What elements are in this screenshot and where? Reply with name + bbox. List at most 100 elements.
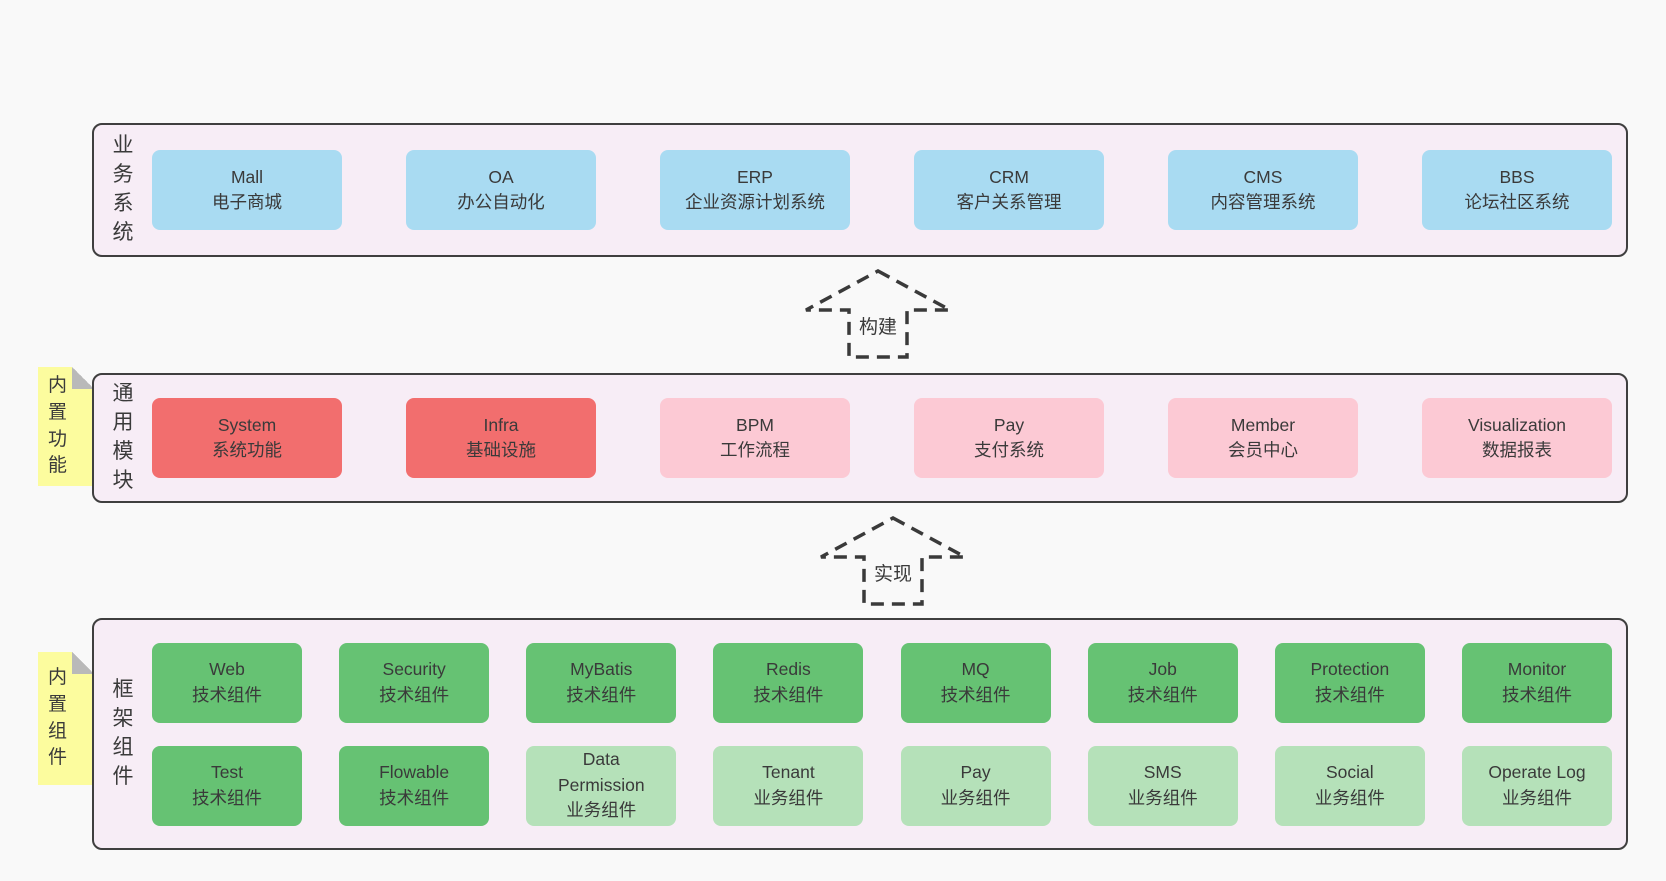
box-desc: 业务组件 xyxy=(940,787,1011,808)
box-name: Monitor xyxy=(1507,659,1567,680)
box-infra: Infra 基础设施 xyxy=(406,398,596,478)
box-name: MQ xyxy=(961,659,990,680)
layer-rows: Web 技术组件 Security 技术组件 MyBatis 技术组件 Redis 技术组件 M… xyxy=(152,620,1626,848)
box-security: Security 技术组件 xyxy=(339,642,490,723)
box-desc: 办公自动化 xyxy=(457,192,545,212)
box-desc: 业务组件 xyxy=(753,787,824,808)
box-desc: 业务组件 xyxy=(1127,787,1198,808)
box-desc: 技术组件 xyxy=(192,787,262,808)
box-desc: 企业资源计划系统 xyxy=(685,192,825,212)
layer-rows: Mall 电子商城 OA 办公自动化 ERP 企业资源计划系统 CRM 客户关系管理 CMS 内容… xyxy=(152,125,1626,255)
box-redis: Redis 技术组件 xyxy=(713,642,864,723)
box-desc: 技术组件 xyxy=(1314,684,1385,705)
box-name: ERP xyxy=(737,166,773,187)
box-name: Operate Log xyxy=(1488,762,1586,783)
layer-label-container: 框架组件 xyxy=(94,620,152,848)
box-job: Job 技术组件 xyxy=(1087,642,1238,723)
box-desc: 客户关系管理 xyxy=(956,192,1062,212)
arrow-label: 构建 xyxy=(855,312,901,339)
sticky-note-label: 内置组件 xyxy=(47,666,67,769)
box-name: Test xyxy=(210,762,244,783)
box-name: Infra xyxy=(483,414,519,435)
box-desc: 内容管理系统 xyxy=(1210,192,1316,212)
box-name: Tenant xyxy=(762,762,815,783)
box-row: Mall 电子商城 OA 办公自动化 ERP 企业资源计划系统 CRM 客户关系管理 CMS 内容… xyxy=(152,150,1612,230)
layer-label: 通用模块 xyxy=(112,382,134,492)
box-monitor: Monitor 技术组件 xyxy=(1461,642,1612,723)
layer-common-modules: 通用模块 System 系统功能 Infra 基础设施 BPM 工作流程 Pay 支付系统 Me… xyxy=(92,373,1628,503)
box-name: OA xyxy=(488,166,514,187)
box-social: Social 业务组件 xyxy=(1274,745,1425,826)
box-mq: MQ 技术组件 xyxy=(900,642,1051,723)
box-protection: Protection 技术组件 xyxy=(1274,642,1425,723)
box-name: Pay xyxy=(993,414,1025,435)
box-tenant: Tenant 业务组件 xyxy=(713,745,864,826)
box-name: CMS xyxy=(1243,166,1283,187)
box-name: BBS xyxy=(1499,166,1535,187)
box-desc: 技术组件 xyxy=(379,787,450,808)
box-cms: CMS 内容管理系统 xyxy=(1168,150,1358,230)
folded-corner-icon xyxy=(72,367,94,389)
box-name: Redis xyxy=(766,659,811,680)
sticky-note-label: 内置功能 xyxy=(47,374,67,477)
box-desc: 业务组件 xyxy=(1314,787,1385,808)
box-name: Pay xyxy=(960,762,991,783)
box-row: Test 技术组件 Flowable 技术组件 Data Permission 业务组件 T… xyxy=(152,745,1612,826)
box-desc: 会员中心 xyxy=(1228,440,1298,460)
sticky-note-builtin-features: 内置功能 xyxy=(38,367,94,486)
box-desc: 工作流程 xyxy=(720,440,790,460)
box-crm: CRM 客户关系管理 xyxy=(914,150,1104,230)
box-sms: SMS 业务组件 xyxy=(1087,745,1238,826)
box-name: Web xyxy=(209,659,245,680)
dashed-up-arrow-icon xyxy=(820,516,966,606)
layer-label-container: 业务系统 xyxy=(94,125,152,255)
box-pay: Pay 支付系统 xyxy=(914,398,1104,478)
layer-rows: System 系统功能 Infra 基础设施 BPM 工作流程 Pay 支付系统 Member 会… xyxy=(152,375,1626,501)
box-name: Security xyxy=(382,659,446,680)
box-name: CRM xyxy=(989,166,1029,187)
box-name: Member xyxy=(1230,414,1296,435)
box-name: SMS xyxy=(1143,762,1182,783)
layer-label-container: 通用模块 xyxy=(94,375,152,501)
box-data-permission: Data Permission 业务组件 xyxy=(526,745,677,826)
box-desc: 技术组件 xyxy=(753,684,824,705)
box-name: Job xyxy=(1148,659,1177,680)
box-bpm: BPM 工作流程 xyxy=(660,398,850,478)
arrow-label: 实现 xyxy=(870,559,916,586)
box-desc: 基础设施 xyxy=(466,440,536,460)
box-desc: 技术组件 xyxy=(940,684,1011,705)
box-name: Flowable xyxy=(379,762,450,783)
box-desc: 技术组件 xyxy=(1127,684,1198,705)
box-operate-log: Operate Log 业务组件 xyxy=(1461,745,1612,826)
box-visualization: Visualization 数据报表 xyxy=(1422,398,1612,478)
box-desc: 技术组件 xyxy=(192,684,262,705)
box-desc: 技术组件 xyxy=(566,684,637,705)
box-web: Web 技术组件 xyxy=(152,642,302,723)
arrow-build: 构建 xyxy=(803,268,953,360)
box-desc: 系统功能 xyxy=(212,440,282,460)
box-test: Test 技术组件 xyxy=(152,745,302,826)
box-oa: OA 办公自动化 xyxy=(406,150,596,230)
box-row: System 系统功能 Infra 基础设施 BPM 工作流程 Pay 支付系统 Member 会… xyxy=(152,398,1612,478)
box-name: Protection xyxy=(1310,659,1390,680)
box-pay: Pay 业务组件 xyxy=(900,745,1051,826)
box-name: Visualization xyxy=(1468,414,1566,435)
dashed-up-arrow-icon xyxy=(805,269,951,359)
box-desc: 论坛社区系统 xyxy=(1464,192,1570,212)
folded-corner-icon xyxy=(72,652,94,674)
layer-label: 框架组件 xyxy=(112,678,134,788)
box-name: Mall xyxy=(230,166,264,187)
layer-label: 业务系统 xyxy=(112,134,134,244)
box-desc: 技术组件 xyxy=(379,684,450,705)
layer-framework-components: 框架组件 Web 技术组件 Security 技术组件 MyBatis 技术组件 Redis… xyxy=(92,618,1628,850)
box-name: System xyxy=(217,414,277,435)
box-name: MyBatis xyxy=(570,659,633,680)
box-desc: 电子商城 xyxy=(212,192,282,212)
arrow-implement: 实现 xyxy=(818,515,968,607)
box-member: Member 会员中心 xyxy=(1168,398,1358,478)
box-system: System 系统功能 xyxy=(152,398,342,478)
box-name: Social xyxy=(1326,762,1374,783)
box-desc: 数据报表 xyxy=(1482,440,1552,460)
layer-business-systems: 业务系统 Mall 电子商城 OA 办公自动化 ERP 企业资源计划系统 CRM 客户关系管理… xyxy=(92,123,1628,257)
box-desc: 技术组件 xyxy=(1501,684,1572,705)
